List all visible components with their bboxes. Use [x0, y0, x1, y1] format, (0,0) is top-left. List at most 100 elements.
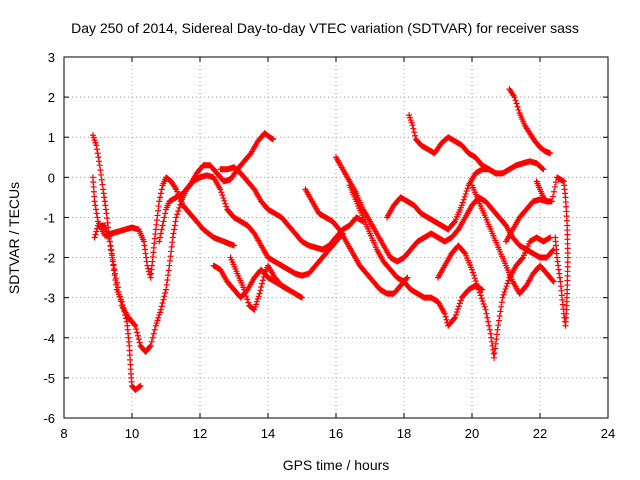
plus-marker: [495, 317, 502, 324]
plus-marker: [515, 106, 522, 113]
plus-marker: [477, 292, 484, 299]
plus-marker: [158, 226, 165, 233]
plus-marker: [161, 293, 168, 300]
plus-marker: [157, 306, 164, 313]
plus-marker: [463, 188, 470, 195]
plus-marker: [496, 313, 503, 320]
plus-marker: [484, 314, 491, 321]
plus-marker: [512, 97, 519, 104]
plus-marker: [92, 231, 99, 238]
plus-marker: [505, 277, 512, 284]
plus-marker: [116, 293, 123, 300]
plus-marker: [101, 222, 108, 229]
plus-marker: [256, 290, 263, 297]
plus-marker: [164, 277, 171, 284]
plus-marker: [93, 146, 100, 153]
plus-marker: [170, 230, 177, 237]
x-tick-label: 16: [329, 426, 343, 441]
plus-marker: [93, 210, 100, 217]
plus-marker: [482, 306, 489, 313]
plus-marker: [152, 322, 159, 329]
plus-marker: [169, 234, 176, 241]
series-arc-17: [503, 196, 550, 245]
series-arc-11: [384, 158, 547, 233]
plus-marker: [455, 303, 462, 310]
plus-marker: [218, 189, 225, 196]
plus-marker: [519, 255, 526, 262]
plus-marker: [174, 211, 181, 218]
plus-marker: [102, 225, 109, 232]
plus-marker: [156, 238, 163, 245]
x-tick-label: 24: [601, 426, 615, 441]
plus-marker: [109, 256, 116, 263]
plus-marker: [497, 308, 504, 315]
y-tick-label: 3: [48, 50, 55, 65]
plus-marker: [547, 150, 554, 157]
plus-marker: [154, 317, 161, 324]
plus-marker: [171, 226, 178, 233]
plus-marker: [157, 194, 164, 201]
plus-marker: [109, 252, 116, 259]
y-tick-label: -2: [43, 251, 55, 266]
plus-marker: [476, 289, 483, 296]
plus-marker: [134, 332, 141, 339]
x-tick-label: 10: [125, 426, 139, 441]
plus-marker: [94, 150, 101, 157]
plus-marker: [117, 298, 124, 305]
plus-marker: [540, 166, 547, 173]
plus-marker: [471, 275, 478, 282]
plus-marker: [217, 186, 224, 193]
plus-marker: [221, 197, 228, 204]
plus-marker: [299, 294, 305, 301]
series-arc-10: [346, 182, 486, 329]
y-tick-labels: -6 -5 -4 -3 -2 -1 0 1 2 3: [43, 50, 55, 426]
plus-marker: [257, 287, 264, 294]
plus-marker: [146, 343, 153, 350]
plus-marker: [163, 281, 170, 288]
plus-marker: [469, 266, 475, 273]
plus-marker: [146, 271, 153, 278]
plus-marker: [259, 277, 266, 284]
plus-marker: [441, 310, 448, 317]
plus-marker: [464, 185, 471, 192]
y-tick-label: 2: [48, 90, 55, 105]
plus-marker: [114, 284, 121, 291]
axis-ticks: [63, 56, 609, 419]
grid: [64, 57, 608, 418]
plus-marker: [134, 329, 141, 336]
plus-marker: [549, 193, 556, 200]
plus-marker: [162, 289, 169, 296]
plus-marker: [499, 294, 506, 301]
plus-marker: [115, 288, 122, 295]
plus-marker: [153, 320, 160, 327]
plus-marker: [254, 296, 261, 303]
plus-marker: [91, 234, 98, 241]
plus-marker: [93, 228, 100, 235]
x-tick-label: 18: [397, 426, 411, 441]
plus-marker: [404, 274, 411, 281]
plus-marker: [485, 318, 492, 325]
plus-marker: [253, 301, 260, 308]
plus-marker: [483, 310, 490, 317]
plus-marker: [241, 286, 248, 293]
plus-marker: [171, 222, 178, 229]
series-arc-13: [435, 234, 554, 361]
x-tick-label: 22: [533, 426, 547, 441]
plus-marker: [155, 314, 162, 321]
plus-marker: [133, 326, 140, 333]
plus-marker: [259, 280, 266, 287]
plus-marker: [151, 326, 158, 333]
plus-marker: [136, 383, 143, 390]
plus-marker: [223, 203, 230, 210]
series-arc-15: [469, 182, 557, 297]
plus-marker: [135, 336, 142, 343]
series-arc-14: [506, 86, 554, 157]
x-tick-labels: 8 10 12 14 16 18 20 22 24: [60, 426, 615, 441]
plus-marker: [481, 303, 488, 310]
plus-marker: [258, 283, 265, 290]
plus-marker: [222, 200, 229, 207]
plus-marker: [159, 222, 166, 229]
plus-marker: [108, 247, 115, 254]
y-tick-label: 0: [48, 170, 55, 185]
